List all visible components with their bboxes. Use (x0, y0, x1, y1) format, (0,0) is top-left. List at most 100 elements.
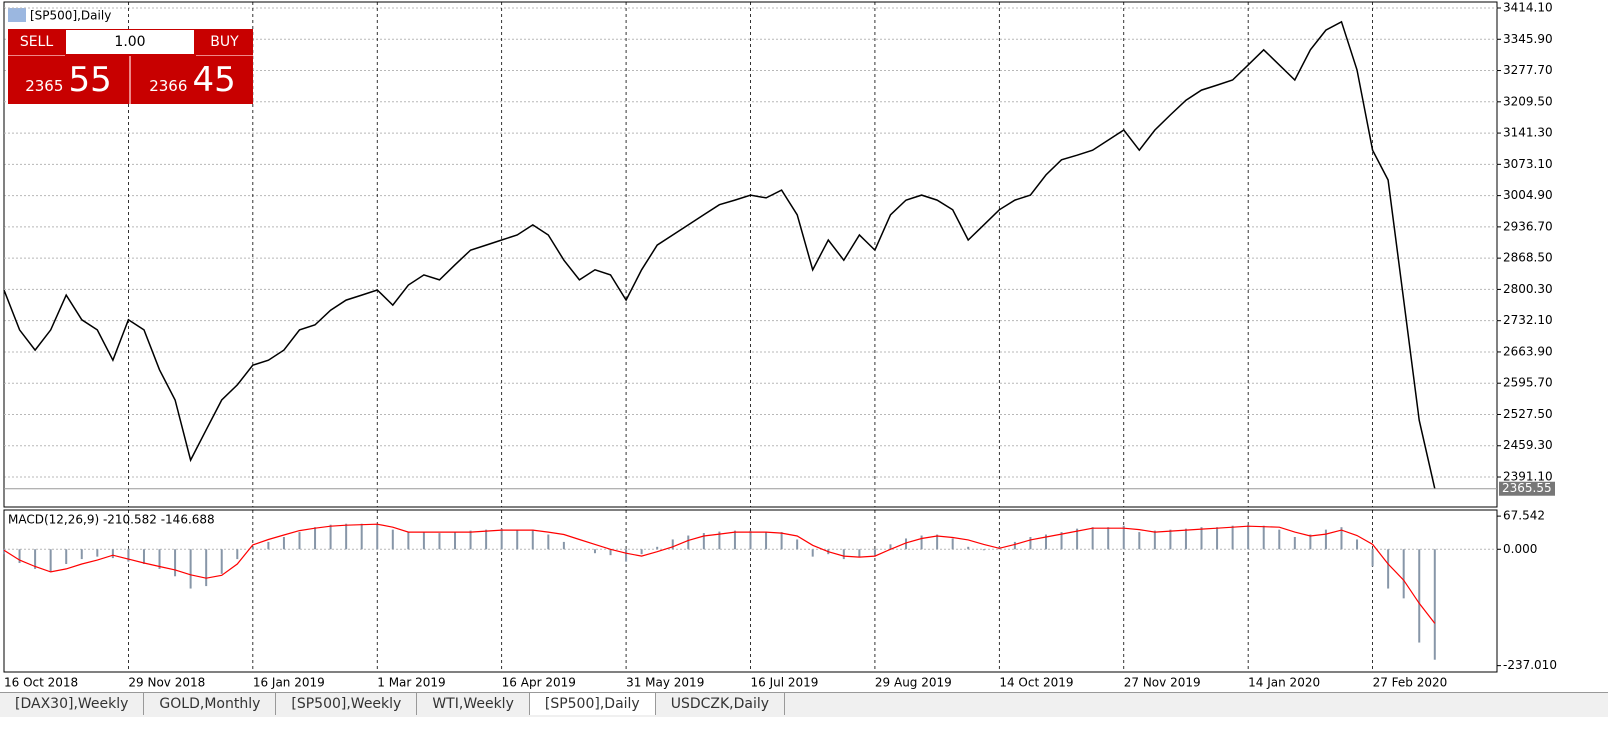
macd-bar (438, 533, 441, 550)
macd-bar (485, 529, 488, 550)
macd-bar (1356, 539, 1359, 550)
macd-bar (1060, 532, 1063, 550)
buy-button[interactable]: BUY (196, 29, 253, 56)
tab[interactable]: [DAX30],Weekly (0, 693, 145, 715)
macd-bar (500, 528, 503, 550)
macd-bar (671, 539, 674, 550)
x-tick-label: 29 Nov 2018 (128, 676, 205, 690)
y-tick-label: -237.010 (1503, 658, 1557, 672)
y-tick-label: 2868.50 (1503, 251, 1553, 265)
sell-small: 55 (68, 60, 112, 100)
macd-bar (1184, 528, 1187, 550)
x-tick-label: 1 Mar 2019 (377, 676, 445, 690)
macd-bar (609, 549, 612, 556)
macd-bar (1122, 525, 1125, 550)
sell-price[interactable]: 2365 55 (8, 56, 131, 104)
macd-bar (640, 549, 643, 555)
macd-bar (811, 549, 814, 557)
macd-bar (873, 549, 876, 557)
macd-bar (49, 549, 52, 572)
macd-bar (718, 531, 721, 550)
tab[interactable]: USDCZK,Daily (656, 693, 786, 715)
macd-bar (3, 549, 5, 555)
macd-bar (96, 549, 99, 557)
y-tick-label: 3073.10 (1503, 157, 1553, 171)
sell-button[interactable]: SELL (8, 29, 65, 56)
y-tick-label: 2936.70 (1503, 219, 1553, 233)
x-tick-label: 29 Aug 2019 (875, 676, 952, 690)
macd-bar (1278, 529, 1281, 550)
last-price-tag (1499, 481, 1555, 496)
price-line (3, 20, 1436, 489)
macd-bar (1091, 527, 1094, 550)
macd-bar (531, 529, 534, 550)
macd-bar (1029, 537, 1032, 550)
macd-title: MACD(12,26,9) -210.582 -146.688 (8, 513, 215, 527)
buy-small: 45 (192, 60, 236, 100)
macd-bar (205, 549, 208, 587)
chart-title: [SP500],Daily (30, 9, 111, 23)
x-tick-label: 16 Apr 2019 (502, 676, 576, 690)
macd-bar (220, 549, 223, 574)
y-tick-label: 3414.10 (1503, 1, 1553, 15)
buy-big: 2366 (149, 77, 188, 95)
macd-bar (1324, 529, 1327, 550)
y-tick-label: 3209.50 (1503, 94, 1553, 108)
macd-bar (329, 524, 332, 550)
y-tick-label: 0.000 (1503, 542, 1537, 556)
macd-bar (951, 538, 954, 550)
macd-bar (267, 541, 270, 550)
macd-bar (920, 535, 923, 550)
tab[interactable]: [SP500],Weekly (276, 693, 418, 715)
macd-bar (780, 532, 783, 550)
y-tick-label: 3277.70 (1503, 63, 1553, 77)
macd-bar (1216, 527, 1219, 550)
y-tick-label: 2732.10 (1503, 313, 1553, 327)
trade-panel: SELL 1.00 BUY 2365 55 2366 45 (8, 29, 253, 104)
macd-bar (376, 524, 379, 550)
macd-bar (905, 538, 908, 550)
macd-bar (625, 549, 628, 562)
macd-bar (1013, 541, 1016, 550)
macd-bar (516, 529, 519, 550)
y-tick-label: 3345.90 (1503, 32, 1553, 46)
x-tick-label: 16 Jul 2019 (751, 676, 819, 690)
macd-bar (702, 533, 705, 550)
macd-bar (65, 549, 68, 564)
signal-line (3, 523, 1436, 624)
x-tick-label: 27 Feb 2020 (1373, 676, 1448, 690)
macd-bar (562, 541, 565, 550)
macd-bar (1076, 528, 1079, 550)
macd-bar (18, 549, 21, 564)
y-tick-label: 2595.70 (1503, 376, 1553, 390)
tab[interactable]: [SP500],Daily (529, 693, 656, 715)
macd-bar (889, 544, 892, 550)
lot-input[interactable]: 1.00 (66, 30, 194, 54)
y-tick-label: 2663.90 (1503, 344, 1553, 358)
macd-bar (142, 549, 145, 564)
macd-bar (345, 523, 348, 550)
tab[interactable]: GOLD,Monthly (144, 693, 277, 715)
y-tick-label: 3141.30 (1503, 126, 1553, 140)
macd-bar (422, 532, 425, 550)
macd-bar (1200, 527, 1203, 550)
macd-bar (982, 549, 985, 551)
macd-bar (189, 549, 192, 589)
macd-bar (34, 549, 37, 569)
macd-bar (1107, 527, 1110, 550)
macd-bar (1433, 549, 1436, 660)
tab[interactable]: WTI,Weekly (417, 693, 530, 715)
x-tick-label: 27 Nov 2019 (1124, 676, 1201, 690)
macd-bar (407, 532, 410, 550)
x-tick-label: 16 Oct 2018 (4, 676, 78, 690)
macd-bar (1340, 527, 1343, 550)
macd-bar (1418, 549, 1421, 643)
macd-bar (967, 546, 970, 550)
macd-bar (749, 530, 752, 550)
y-tick-label: 2800.30 (1503, 282, 1553, 296)
macd-bar (174, 549, 177, 577)
macd-bar (1231, 525, 1234, 550)
macd-bar (236, 549, 239, 560)
buy-price[interactable]: 2366 45 (132, 56, 253, 104)
